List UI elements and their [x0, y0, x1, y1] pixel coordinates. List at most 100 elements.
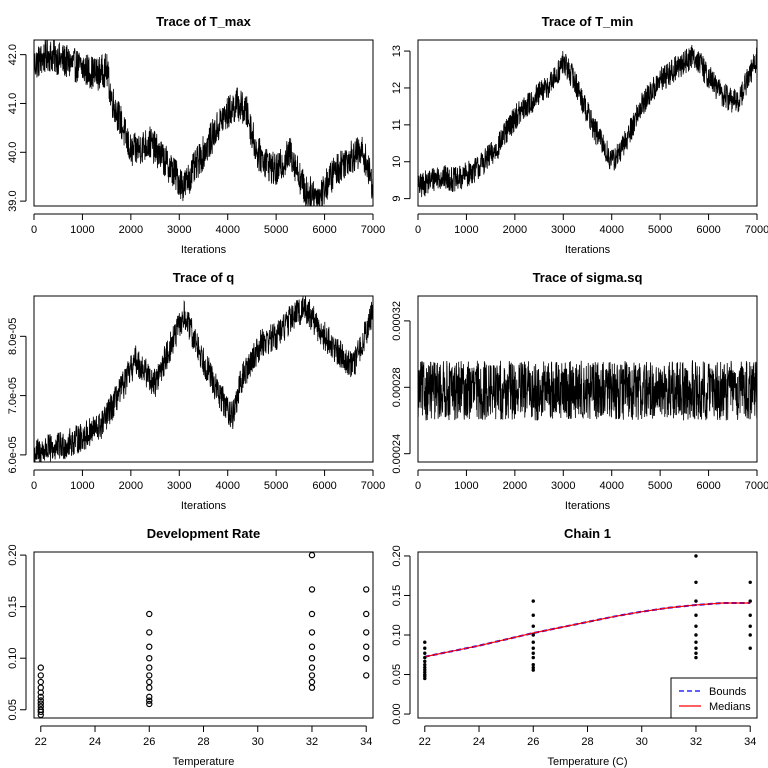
- x-tick-label: 6000: [312, 480, 336, 492]
- y-tick-label: 42.0: [7, 44, 19, 65]
- x-tick-label: 0: [31, 480, 37, 492]
- x-tick-label: 4000: [599, 480, 623, 492]
- x-axis-label: Temperature: [173, 756, 235, 768]
- y-tick-label: 6.0e-05: [7, 436, 19, 473]
- x-tick-label: 1000: [70, 224, 94, 236]
- x-tick-label: 3000: [167, 224, 191, 236]
- data-point: [694, 624, 698, 628]
- x-tick-label: 2000: [119, 224, 143, 236]
- data-point: [308, 551, 316, 559]
- x-tick-label: 3000: [551, 224, 575, 236]
- data-point: [423, 672, 427, 677]
- data-point: [694, 651, 698, 655]
- legend-label: Medians: [709, 701, 751, 713]
- data-point: [37, 697, 44, 704]
- data-point: [308, 629, 316, 636]
- data-point: [363, 629, 370, 636]
- data-point: [146, 643, 153, 650]
- data-point: [423, 640, 427, 644]
- x-tick-label: 24: [473, 736, 485, 748]
- trace-line: [33, 39, 374, 207]
- data-point: [748, 624, 752, 628]
- plot-frame: [33, 551, 374, 719]
- x-tick-label: 32: [306, 736, 318, 748]
- y-tick-label: 7.0e-05: [7, 377, 19, 414]
- trace-line: [417, 359, 758, 421]
- x-tick-label: 34: [360, 736, 372, 748]
- trace-line: [33, 295, 374, 463]
- x-tick-label: 30: [252, 736, 264, 748]
- data-point: [531, 624, 535, 628]
- data-point: [146, 610, 153, 618]
- chart-panel-4: Trace of sigma.sq Iterations 0 1000 2000 3000…: [391, 270, 768, 512]
- legend-box: [670, 677, 758, 719]
- data-point: [308, 678, 316, 686]
- plot-frame: [417, 39, 758, 207]
- x-tick-label: 3000: [167, 480, 191, 492]
- y-tick-label: 41.0: [7, 93, 19, 114]
- data-point: [37, 703, 44, 710]
- x-tick-label: 7000: [361, 480, 385, 492]
- data-point: [423, 670, 427, 674]
- data-point: [694, 655, 698, 660]
- data-point: [37, 706, 44, 713]
- chart-panel-6: Chain 1 Temperature (C) 22 24 26 28 30 32 34 0.00…: [391, 526, 758, 768]
- data-point: [146, 693, 153, 701]
- data-point: [308, 610, 316, 618]
- data-point: [308, 586, 316, 593]
- x-tick-label: 7000: [745, 224, 768, 236]
- chart-title: Development Rate: [147, 526, 260, 541]
- x-tick-label: 6000: [696, 480, 720, 492]
- y-tick-label: 11: [391, 119, 403, 130]
- data-point: [146, 654, 153, 662]
- y-tick-label: 0.00032: [391, 301, 403, 341]
- plot-frame: [417, 551, 758, 719]
- x-tick-label: 24: [89, 736, 101, 748]
- series-line-bounds: [424, 602, 751, 658]
- x-tick-label: 1000: [70, 480, 94, 492]
- x-axis-label: Iterations: [565, 244, 611, 256]
- data-point: [694, 580, 698, 584]
- x-axis-label: Iterations: [565, 500, 611, 512]
- data-point: [146, 697, 153, 704]
- chart-title: Trace of T_max: [156, 14, 251, 29]
- chart-title: Trace of q: [173, 270, 234, 285]
- data-point: [694, 646, 698, 650]
- data-point: [423, 676, 427, 681]
- chart-title: Chain 1: [564, 526, 611, 541]
- x-tick-label: 7000: [745, 480, 768, 492]
- data-point: [308, 643, 316, 650]
- data-point: [37, 693, 44, 701]
- y-tick-label: 0.05: [391, 664, 403, 685]
- data-point: [308, 672, 316, 679]
- series-line-bounds: [424, 601, 751, 657]
- x-tick-label: 32: [690, 736, 702, 748]
- data-point: [531, 646, 535, 650]
- data-point: [146, 678, 153, 686]
- legend: Bounds Medians: [670, 677, 758, 719]
- y-tick-label: 8.0e-05: [7, 318, 19, 355]
- data-point: [531, 599, 535, 603]
- data-point: [423, 651, 427, 655]
- data-point: [748, 613, 752, 617]
- data-point: [423, 659, 427, 664]
- data-point: [531, 668, 535, 672]
- y-tick-label: 0.20: [391, 545, 403, 566]
- data-point: [308, 654, 316, 662]
- y-tick-label: 40.0: [7, 142, 19, 163]
- y-tick-label: 0.10: [391, 624, 403, 645]
- data-point: [146, 684, 153, 691]
- data-point: [146, 664, 153, 671]
- y-tick-label: 13: [391, 45, 403, 57]
- x-tick-label: 30: [636, 736, 648, 748]
- x-tick-label: 0: [415, 480, 421, 492]
- x-tick-label: 22: [35, 736, 47, 748]
- y-tick-label: 10: [391, 156, 403, 168]
- data-point: [748, 580, 752, 584]
- x-tick-label: 3000: [551, 480, 575, 492]
- data-point: [423, 662, 427, 667]
- data-point: [531, 613, 535, 617]
- x-tick-label: 4000: [215, 480, 239, 492]
- data-point: [146, 672, 153, 679]
